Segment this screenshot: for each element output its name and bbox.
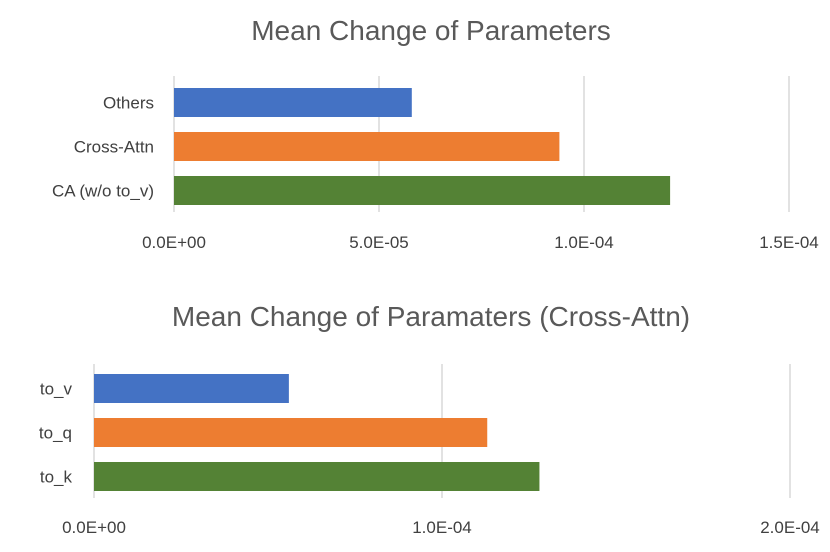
chart-top-category-label: Others — [103, 94, 154, 113]
chart-top-x-tick-label: 0.0E+00 — [142, 233, 206, 252]
chart-top-category-label: CA (w/o to_v) — [52, 182, 154, 201]
chart-bottom-x-tick-label: 2.0E-04 — [760, 518, 820, 537]
chart-bottom-category-label: to_q — [39, 424, 72, 443]
chart-top-x-tick-label: 1.5E-04 — [759, 233, 819, 252]
chart-bottom-x-tick-label: 1.0E-04 — [412, 518, 472, 537]
chart-top-x-tick-label: 1.0E-04 — [554, 233, 614, 252]
chart-bottom-bar — [94, 462, 540, 491]
chart-top-bar — [174, 176, 671, 205]
chart-bottom-x-tick-label: 0.0E+00 — [62, 518, 126, 537]
chart-top-bar — [174, 88, 412, 117]
chart-top-x-tick-label: 5.0E-05 — [349, 233, 409, 252]
chart-bottom-title: Mean Change of Paramaters (Cross-Attn) — [172, 301, 690, 332]
chart-bottom-category-label: to_k — [40, 468, 73, 487]
chart-top-bar — [174, 132, 560, 161]
chart-bottom-category-label: to_v — [40, 380, 73, 399]
chart-bottom-bar — [94, 374, 289, 403]
chart-top-title: Mean Change of Parameters — [251, 15, 611, 46]
chart-bottom-bar — [94, 418, 488, 447]
chart-top-category-label: Cross-Attn — [74, 138, 154, 157]
